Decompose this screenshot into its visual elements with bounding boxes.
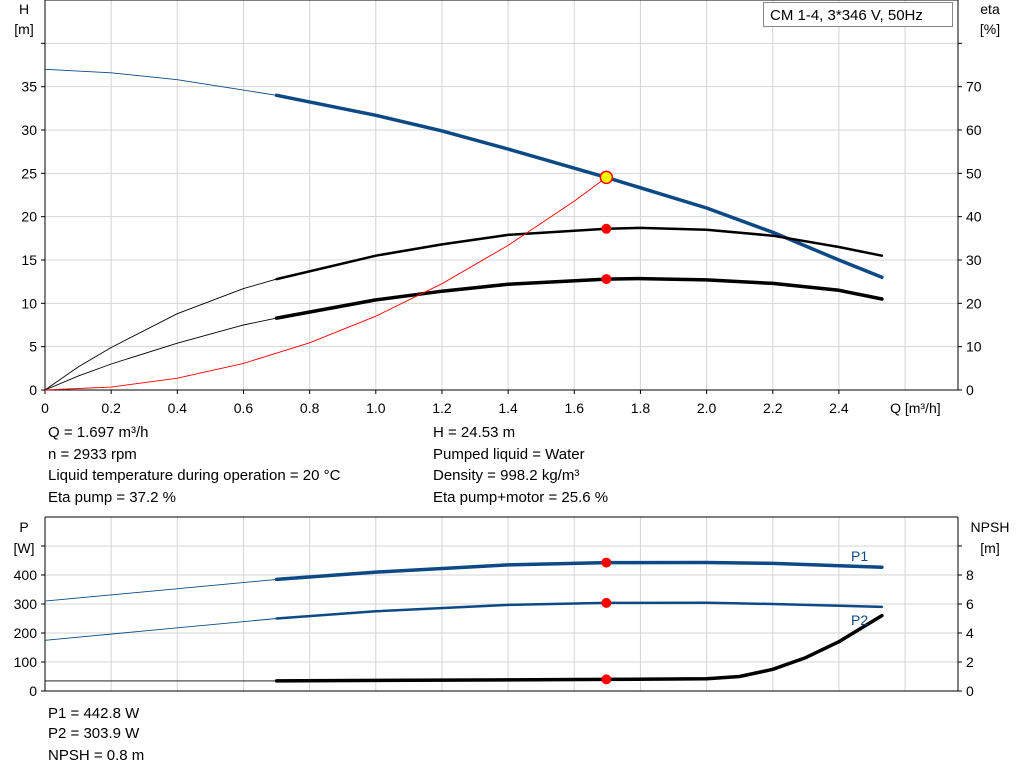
panel1-y-tick-label: 5 [29, 339, 37, 355]
panel2-y-tick-label: 200 [14, 625, 38, 641]
info-temperature: Liquid temperature during operation = 20… [48, 467, 341, 484]
panel2-y-tick-label: 0 [29, 683, 37, 699]
panel1-y2-tick-label: 10 [966, 339, 982, 355]
info-p2: P2 = 303.9 W [48, 725, 140, 742]
x-tick-label: 1.6 [565, 400, 585, 416]
info-p1: P1 = 442.8 W [48, 705, 140, 722]
duty-point-h [599, 170, 614, 185]
panel1-y-label: H [19, 1, 29, 17]
x-label: Q [m³/h] [890, 400, 941, 416]
info-npsh: NPSH = 0.8 m [48, 747, 145, 764]
panel2-y-unit: [W] [14, 540, 35, 556]
info-q: Q = 1.697 m³/h [48, 424, 149, 441]
duty-point-eta-pump [601, 223, 612, 234]
curve-eta-pump [275, 226, 884, 281]
panel1-y2-tick-label: 70 [966, 79, 982, 95]
x-tick-label: 0.4 [168, 400, 188, 416]
panel2-y-tick-label: 400 [14, 567, 38, 583]
panel1-y2-tick-label: 50 [966, 165, 982, 181]
info-eta-pump-motor: Eta pump+motor = 25.6 % [433, 489, 609, 506]
panel2-y2-tick-label: 4 [966, 625, 974, 641]
x-tick-label: 2.4 [829, 400, 849, 416]
panel1-y2-label: eta [980, 1, 1000, 17]
panel2-y2-unit: [m] [980, 540, 999, 556]
panel1-y-tick-label: 35 [21, 79, 37, 95]
info-density: Density = 998.2 kg/m³ [433, 467, 580, 484]
panel2-y-tick-label: 100 [14, 654, 38, 670]
info-speed: n = 2933 rpm [48, 446, 137, 463]
x-tick-label: 2.2 [763, 400, 783, 416]
panel2-y-label: P [19, 519, 28, 535]
panel1-y2-tick-label: 0 [966, 382, 974, 398]
x-tick-label: 2.0 [697, 400, 717, 416]
duty-point-p1 [601, 557, 612, 568]
series-label-p2: P2 [851, 612, 868, 628]
curve-NPSH [274, 613, 884, 683]
legend-box: CM 1-4, 3*346 V, 50Hz [763, 2, 953, 27]
panel1-y-tick-label: 15 [21, 252, 37, 268]
curve-eta-pump-extrapolated [44, 278, 277, 391]
duty-point-p2 [601, 597, 612, 608]
x-tick-label: 0.6 [234, 400, 254, 416]
x-tick-label: 1.0 [366, 400, 386, 416]
panel1-y-tick-label: 0 [29, 382, 37, 398]
info-eta-pump: Eta pump = 37.2 % [48, 489, 176, 506]
panel2-y-tick-label: 300 [14, 596, 38, 612]
curve-H [274, 93, 884, 280]
curve-P1 [274, 560, 884, 582]
curve-H-extrapolated [44, 68, 277, 96]
panel1-y-unit: [m] [14, 21, 33, 37]
curve-system [44, 177, 607, 391]
panel1-y-tick-label: 10 [21, 295, 37, 311]
panel1-y-tick-label: 30 [21, 122, 37, 138]
x-tick-label: 0.2 [101, 400, 121, 416]
panel2-y2-tick-label: 6 [966, 596, 974, 612]
x-tick-label: 1.2 [432, 400, 452, 416]
panel2-y2-tick-label: 2 [966, 654, 974, 670]
panel1-y-tick-label: 25 [21, 165, 37, 181]
curve-P2 [275, 601, 884, 620]
panel1-y-tick-label: 20 [21, 209, 37, 225]
x-tick-label: 0.8 [300, 400, 320, 416]
curve-P1-extrapolated [44, 578, 277, 602]
panel2-y2-label: NPSH [971, 519, 1010, 535]
x-tick-label: 0 [41, 400, 49, 416]
panel1-y2-unit: [%] [980, 21, 1000, 37]
curve-P2-extrapolated [44, 618, 277, 641]
curve-eta-pump-motor [274, 276, 884, 320]
x-tick-label: 1.4 [498, 400, 518, 416]
panel1-y2-tick-label: 40 [966, 209, 982, 225]
duty-point-npsh [601, 674, 612, 685]
curve-eta-pump-motor-extrapolated [44, 317, 277, 391]
info-h: H = 24.53 m [433, 424, 516, 441]
panel1-y2-tick-label: 30 [966, 252, 982, 268]
panel2-y2-tick-label: 0 [966, 683, 974, 699]
info-liquid: Pumped liquid = Water [433, 446, 585, 463]
panel1-y2-tick-label: 60 [966, 122, 982, 138]
panel1-y2-tick-label: 20 [966, 295, 982, 311]
x-tick-label: 1.8 [631, 400, 651, 416]
series-label-p1: P1 [851, 548, 868, 564]
duty-point-eta-pump-motor [601, 274, 612, 285]
panel2-y2-tick-label: 8 [966, 567, 974, 583]
